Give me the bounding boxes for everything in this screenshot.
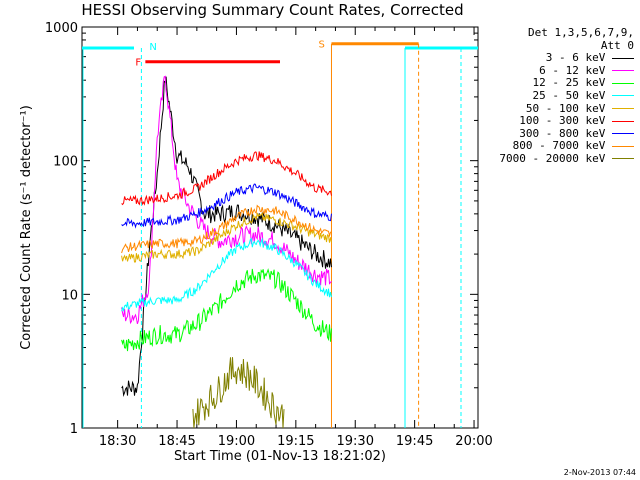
date-stamp: 2-Nov-2013 07:44 [563, 468, 636, 477]
x-tick-label: 19:30 [337, 434, 374, 449]
legend-header-line1: Det 1,3,5,6,7,9, [528, 26, 634, 39]
x-tick-label: 18:30 [99, 434, 136, 449]
series-line-5 [121, 212, 332, 263]
legend: Det 1,3,5,6,7,9, Att 0 3 - 6 keV 6 - 12 … [499, 26, 634, 166]
chart-title: HESSI Observing Summary Count Rates, Cor… [81, 1, 464, 19]
series-line-6 [121, 151, 332, 206]
series-line-4 [121, 237, 332, 313]
y-tick-label: 100 [53, 155, 78, 170]
legend-swatch [612, 133, 634, 135]
legend-entry-label: 6 - 12 keV [539, 63, 612, 77]
legend-entry: 25 - 50 keV [499, 88, 634, 103]
y-tick-label: 1000 [45, 21, 78, 36]
y-tick-label: 1 [70, 422, 78, 437]
series-line-7 [121, 183, 332, 229]
flare-label: F [135, 58, 141, 69]
x-tick-label: 19:00 [218, 434, 255, 449]
legend-entry-label: 100 - 300 keV [519, 114, 612, 128]
legend-entry-label: 300 - 800 keV [519, 126, 612, 140]
x-tick-label: 18:45 [158, 434, 195, 449]
series-line-1 [121, 76, 332, 397]
legend-entry: 6 - 12 keV [499, 63, 634, 78]
legend-entry-label: 50 - 100 keV [525, 101, 612, 115]
legend-entry: 7000 - 20000 keV [499, 151, 634, 166]
x-tick-label: 20:00 [455, 434, 492, 449]
legend-entry: 800 - 7000 keV [499, 140, 634, 153]
x-tick-label: 19:15 [277, 434, 314, 449]
legend-swatch [612, 57, 634, 59]
legend-entries: 3 - 6 keV 6 - 12 keV 12 - 25 keV 25 - 50… [499, 51, 634, 166]
series-line-9 [192, 357, 285, 429]
y-tick-label: 10 [61, 288, 78, 303]
legend-entry: 300 - 800 keV [499, 126, 634, 141]
legend-swatch [612, 70, 634, 72]
legend-entry-label: 25 - 50 keV [532, 88, 612, 102]
legend-entry: 12 - 25 keV [499, 77, 634, 90]
x-axis-label: Start Time (01-Nov-13 18:21:02) [174, 449, 386, 464]
y-axis-label: Corrected Count Rate (s⁻¹ detector⁻¹) [19, 105, 34, 350]
series-line-3 [121, 268, 332, 352]
series-line-8 [121, 204, 332, 254]
legend-swatch [612, 108, 634, 110]
legend-swatch [612, 95, 634, 97]
legend-entry-label: 7000 - 20000 keV [499, 151, 612, 165]
legend-entry-label: 3 - 6 keV [545, 51, 612, 65]
legend-entry: 50 - 100 keV [499, 101, 634, 116]
x-tick-label: 19:45 [396, 434, 433, 449]
legend-entry: 3 - 6 keV [499, 51, 634, 65]
legend-swatch [612, 145, 634, 147]
legend-swatch [612, 120, 634, 122]
legend-swatch [612, 82, 634, 84]
legend-swatch [612, 158, 634, 160]
legend-entry: 100 - 300 keV [499, 114, 634, 128]
saa-label: S [318, 40, 324, 51]
legend-header-line2: Att 0 [600, 38, 634, 52]
legend-entry-label: 12 - 25 keV [532, 76, 612, 90]
night-label: N [149, 42, 156, 53]
plot-frame [81, 26, 479, 429]
legend-entry-label: 800 - 7000 keV [512, 139, 612, 153]
